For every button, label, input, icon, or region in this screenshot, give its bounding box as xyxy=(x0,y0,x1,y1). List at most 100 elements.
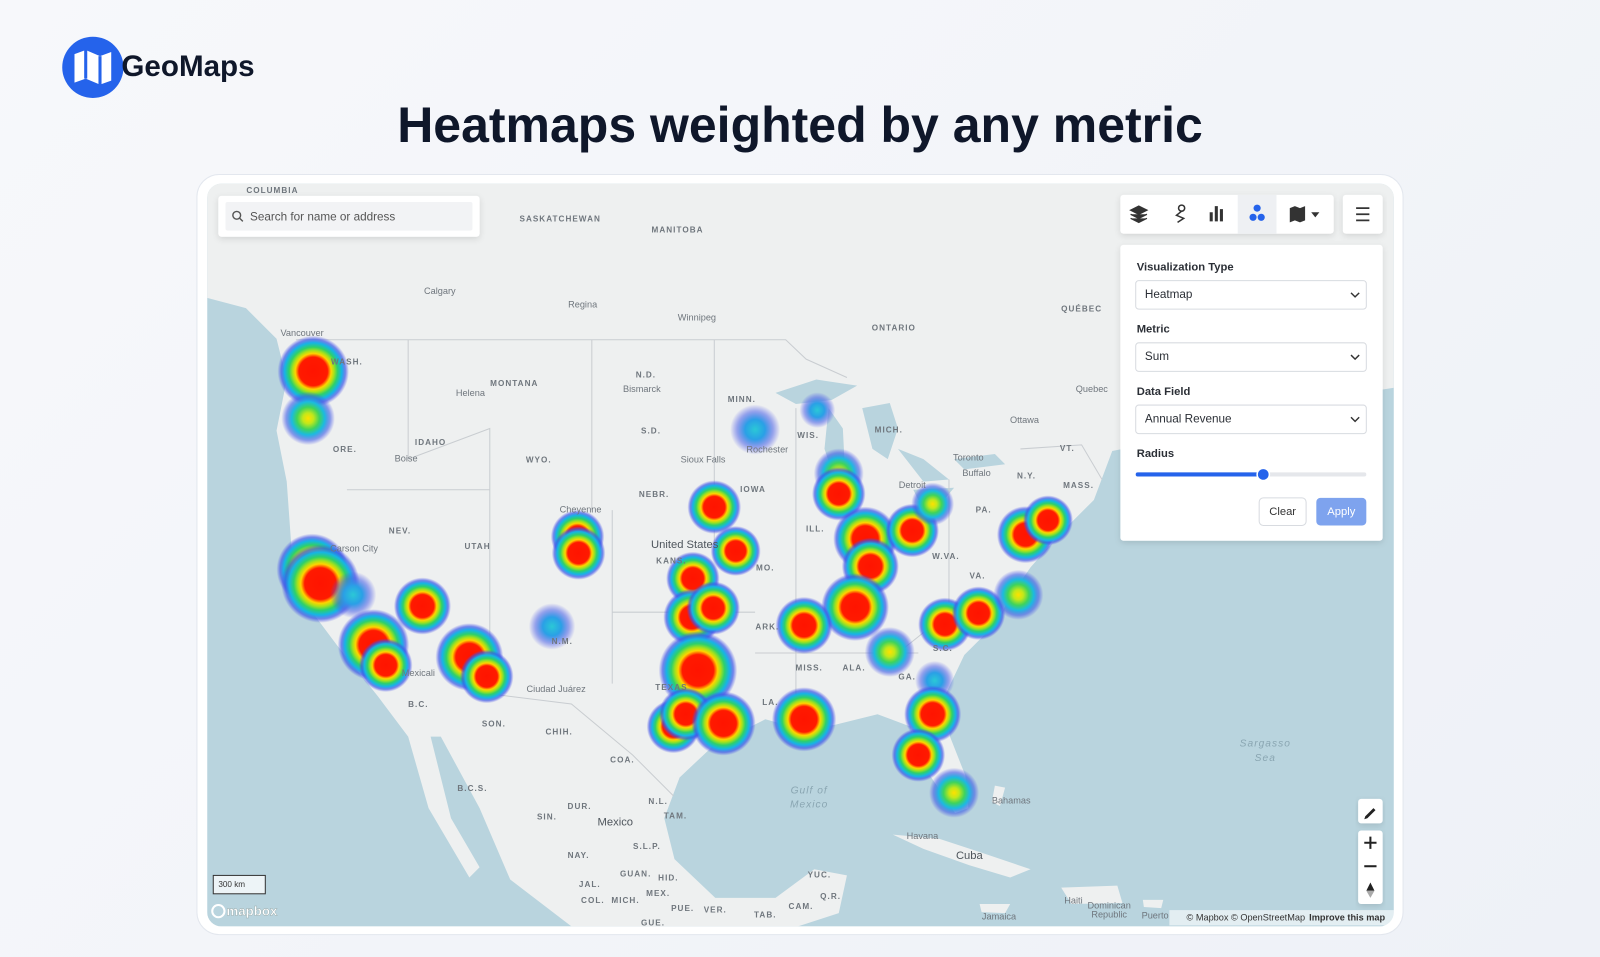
layers-button[interactable] xyxy=(1129,205,1149,224)
headline: Heatmaps weighted by any metric xyxy=(397,97,1203,153)
map-label: Bismarck xyxy=(623,384,661,394)
map-label: MO. xyxy=(756,563,774,572)
map-label: Ciudad Juárez xyxy=(527,684,587,694)
heat-spot xyxy=(775,596,833,655)
improve-map-link[interactable]: Improve this map xyxy=(1309,913,1385,923)
clear-button[interactable] xyxy=(1258,497,1307,526)
map-label: CAM. xyxy=(789,902,814,911)
map-label: COA. xyxy=(610,755,634,764)
route-button[interactable] xyxy=(1175,204,1186,224)
heat-spot xyxy=(691,691,756,756)
apply-label: Apply xyxy=(1327,506,1355,518)
logo-icon-fold xyxy=(84,49,102,85)
compass-south xyxy=(1366,890,1375,898)
compass[interactable] xyxy=(1366,882,1375,891)
map-label: GA. xyxy=(898,673,916,682)
heat-spot xyxy=(459,649,514,704)
map-label: QUÉBEC xyxy=(1061,303,1102,313)
map-label: MANITOBA xyxy=(652,226,704,235)
search-field[interactable] xyxy=(225,202,473,231)
attribution: © Mapbox © OpenStreetMap xyxy=(1187,913,1306,923)
map-label: Winnipeg xyxy=(678,313,716,323)
map-label: LA. xyxy=(762,698,778,707)
map-label: WIS. xyxy=(797,431,819,440)
select-chevron xyxy=(1350,292,1360,298)
slider-thumb[interactable] xyxy=(1256,467,1271,482)
map-label: COL. xyxy=(581,896,605,905)
map-label: Havana xyxy=(907,831,940,841)
map-label: DUR. xyxy=(568,802,592,811)
map-label: Republic xyxy=(1091,910,1127,920)
map-label: Sioux Falls xyxy=(681,455,726,465)
field-label: Visualization Type xyxy=(1137,261,1234,273)
map-label: MONTANA xyxy=(490,379,538,388)
search-placeholder: Search for name or address xyxy=(250,210,395,223)
map-label: B.C. xyxy=(408,700,428,709)
map-label: NEBR. xyxy=(639,490,669,499)
heat-spot xyxy=(358,638,413,693)
select[interactable] xyxy=(1135,342,1367,372)
scale-bar: 300 km xyxy=(212,874,266,895)
settings-panel: Radius Clear Apply Visualization Type Hea… xyxy=(1120,244,1383,541)
map-label: PA. xyxy=(976,505,992,514)
heat-spot xyxy=(281,391,335,446)
map-label: SON. xyxy=(482,720,506,729)
heat-spot xyxy=(686,581,741,635)
map-label: MASS. xyxy=(1063,481,1094,490)
map-label: SASKATCHEWAN xyxy=(519,215,600,224)
map-label: TEXAS xyxy=(655,683,687,692)
map-label: W.VA. xyxy=(932,552,960,561)
map-label: TAM. xyxy=(664,811,687,820)
map-label: KANS. xyxy=(656,556,686,565)
map-label: YUC. xyxy=(808,871,832,880)
field-label: Radius xyxy=(1137,448,1174,460)
map-label: Toronto xyxy=(953,453,984,463)
route-icon-path xyxy=(1175,210,1186,224)
map-label: MICH. xyxy=(611,896,639,905)
heat-spot xyxy=(951,586,1006,640)
brand[interactable]: GeoMaps xyxy=(62,36,255,98)
select-value: Sum xyxy=(1145,350,1169,363)
map-label: Vancouver xyxy=(280,328,323,338)
map-label: MINN. xyxy=(728,395,756,404)
heat-spot xyxy=(929,767,980,818)
map-label: Regina xyxy=(568,299,598,309)
select-chevron xyxy=(1350,354,1360,361)
scale-box xyxy=(212,874,266,895)
map-label: VER. xyxy=(704,905,727,914)
map-label: Gulf of xyxy=(791,785,828,796)
stage: GeoMaps Heatmaps weighted by any metric … xyxy=(62,36,1404,936)
mapbox-logo[interactable]: mapbox xyxy=(211,903,278,919)
toolbar xyxy=(1120,194,1383,234)
mapbox-mark xyxy=(211,903,226,919)
apply-button[interactable] xyxy=(1316,497,1367,526)
slider-fill xyxy=(1135,472,1264,477)
zoom-in[interactable] xyxy=(1364,836,1377,849)
map-label: N.M. xyxy=(552,637,573,646)
select[interactable] xyxy=(1135,404,1367,435)
heat-spot xyxy=(864,626,915,677)
map-label: MEX. xyxy=(646,889,670,898)
select-value: Annual Revenue xyxy=(1145,412,1232,425)
search[interactable]: Search for name or address xyxy=(218,195,480,237)
basemap-button[interactable] xyxy=(1289,206,1320,223)
map-label: Calgary xyxy=(424,286,456,296)
chart-button[interactable] xyxy=(1209,206,1223,222)
viz-icon xyxy=(1253,204,1261,212)
map-label: B.C.S. xyxy=(457,784,487,793)
map-label: N.L. xyxy=(648,797,668,806)
heat-spot xyxy=(771,687,837,752)
visualization-button[interactable] xyxy=(1249,204,1265,221)
heat-spot xyxy=(821,573,890,642)
dropdown-caret xyxy=(1311,212,1320,218)
map-label: IOWA xyxy=(740,485,766,494)
pencil-icon xyxy=(1364,808,1376,820)
map-label: SIN. xyxy=(537,812,557,821)
map-label: Bahamas xyxy=(992,795,1031,805)
select[interactable] xyxy=(1135,280,1367,310)
scale-label: 300 km xyxy=(218,880,245,889)
heat-spot xyxy=(329,571,377,619)
islands xyxy=(892,785,1164,914)
